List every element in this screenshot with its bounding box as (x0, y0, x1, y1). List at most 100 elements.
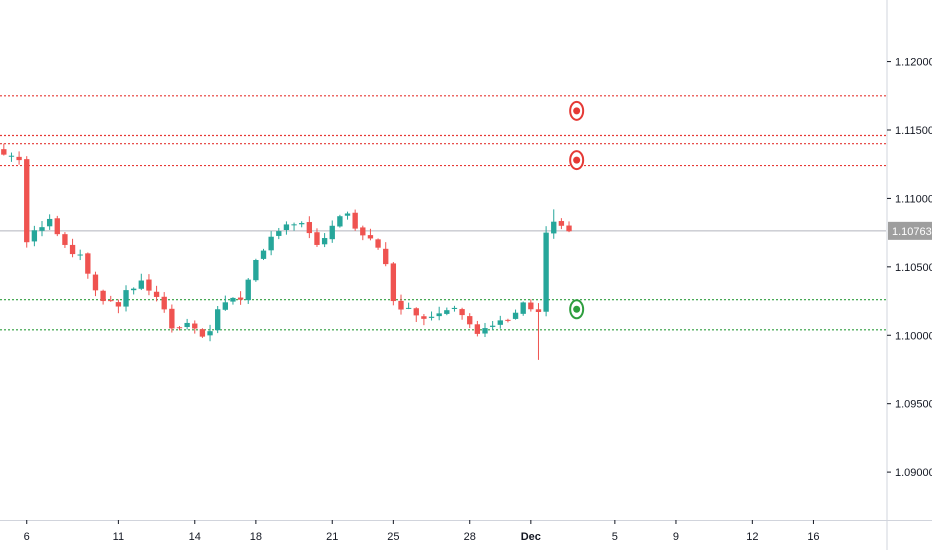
candle[interactable] (108, 295, 114, 302)
candle[interactable] (566, 221, 572, 233)
candle[interactable] (551, 209, 557, 239)
candle[interactable] (92, 271, 99, 297)
candle[interactable] (329, 220, 335, 243)
candle[interactable] (130, 287, 137, 295)
candle-body (199, 329, 206, 337)
candle-body (535, 309, 542, 312)
candle[interactable] (505, 318, 511, 323)
sell-target-icon[interactable] (569, 150, 585, 171)
candle[interactable] (535, 303, 542, 360)
candle[interactable] (497, 315, 503, 329)
candle[interactable] (69, 238, 76, 258)
target-dot (573, 107, 581, 115)
candle[interactable] (1, 143, 7, 156)
candle[interactable] (474, 320, 481, 337)
candle[interactable] (39, 221, 45, 237)
candle-body (207, 331, 213, 336)
candle-body (344, 213, 351, 216)
y-tick-label: 1.11500 (895, 125, 932, 137)
candle-body (428, 316, 435, 318)
candle-body (268, 236, 274, 251)
candle[interactable] (558, 218, 565, 230)
candle[interactable] (161, 292, 167, 313)
candle[interactable] (253, 258, 259, 282)
candle[interactable] (528, 299, 534, 312)
candle[interactable] (344, 211, 351, 220)
candle[interactable] (405, 302, 412, 310)
candle[interactable] (299, 221, 305, 228)
candle[interactable] (222, 295, 228, 311)
candle[interactable] (321, 233, 328, 248)
candle[interactable] (8, 152, 15, 162)
target-dot (573, 156, 581, 164)
candle[interactable] (306, 216, 313, 239)
candle[interactable] (77, 249, 83, 261)
candle[interactable] (260, 248, 267, 261)
candle[interactable] (207, 324, 213, 342)
candle[interactable] (367, 228, 374, 241)
candle[interactable] (360, 225, 366, 241)
candle[interactable] (314, 228, 320, 247)
y-tick-label: 1.09000 (895, 467, 932, 479)
candle[interactable] (46, 214, 53, 230)
candle[interactable] (520, 301, 526, 316)
candle-body (77, 254, 83, 256)
candle[interactable] (176, 326, 183, 331)
candle[interactable] (375, 238, 381, 250)
candle[interactable] (482, 322, 488, 338)
candle[interactable] (352, 209, 358, 231)
candle[interactable] (54, 215, 60, 237)
candle[interactable] (459, 307, 465, 320)
candle[interactable] (192, 320, 198, 334)
candle[interactable] (85, 252, 91, 279)
candle[interactable] (489, 321, 496, 331)
candle[interactable] (24, 156, 30, 248)
candle[interactable] (398, 294, 404, 315)
candle[interactable] (184, 318, 190, 330)
candle[interactable] (100, 289, 106, 305)
candle-body (505, 319, 511, 321)
candle[interactable] (153, 285, 160, 302)
candle[interactable] (512, 309, 519, 320)
candle-body (383, 248, 389, 265)
candle-body (176, 327, 183, 329)
candle[interactable] (451, 305, 458, 312)
candle[interactable] (268, 231, 274, 256)
last-price-bg (888, 221, 932, 240)
candle[interactable] (115, 299, 122, 314)
candle-body (16, 156, 22, 161)
candle[interactable] (543, 226, 549, 317)
candle[interactable] (283, 221, 290, 235)
candle[interactable] (291, 222, 297, 231)
candle[interactable] (428, 311, 435, 321)
candle[interactable] (276, 227, 282, 240)
candle[interactable] (245, 278, 251, 304)
candle[interactable] (413, 307, 419, 322)
buy-target-icon[interactable] (569, 299, 585, 320)
candle[interactable] (169, 304, 175, 333)
candle[interactable] (123, 285, 129, 312)
candle[interactable] (421, 314, 427, 326)
candle-body (520, 302, 526, 314)
candle[interactable] (138, 273, 144, 291)
candle-body (100, 290, 106, 302)
sell-target-icon[interactable] (569, 100, 585, 121)
candle[interactable] (62, 232, 68, 248)
candle[interactable] (146, 274, 152, 296)
candle[interactable] (436, 306, 442, 321)
candle[interactable] (444, 307, 450, 316)
candle[interactable] (237, 291, 244, 305)
candle[interactable] (383, 242, 389, 267)
candle-body (551, 221, 557, 234)
candle[interactable] (16, 151, 22, 165)
candle[interactable] (390, 262, 397, 306)
candle[interactable] (467, 313, 473, 329)
y-tick-label: 1.11000 (895, 193, 932, 205)
candle[interactable] (230, 297, 236, 305)
candle[interactable] (199, 328, 206, 338)
candle[interactable] (337, 214, 343, 228)
candle[interactable] (31, 225, 38, 247)
candle[interactable] (215, 305, 221, 334)
